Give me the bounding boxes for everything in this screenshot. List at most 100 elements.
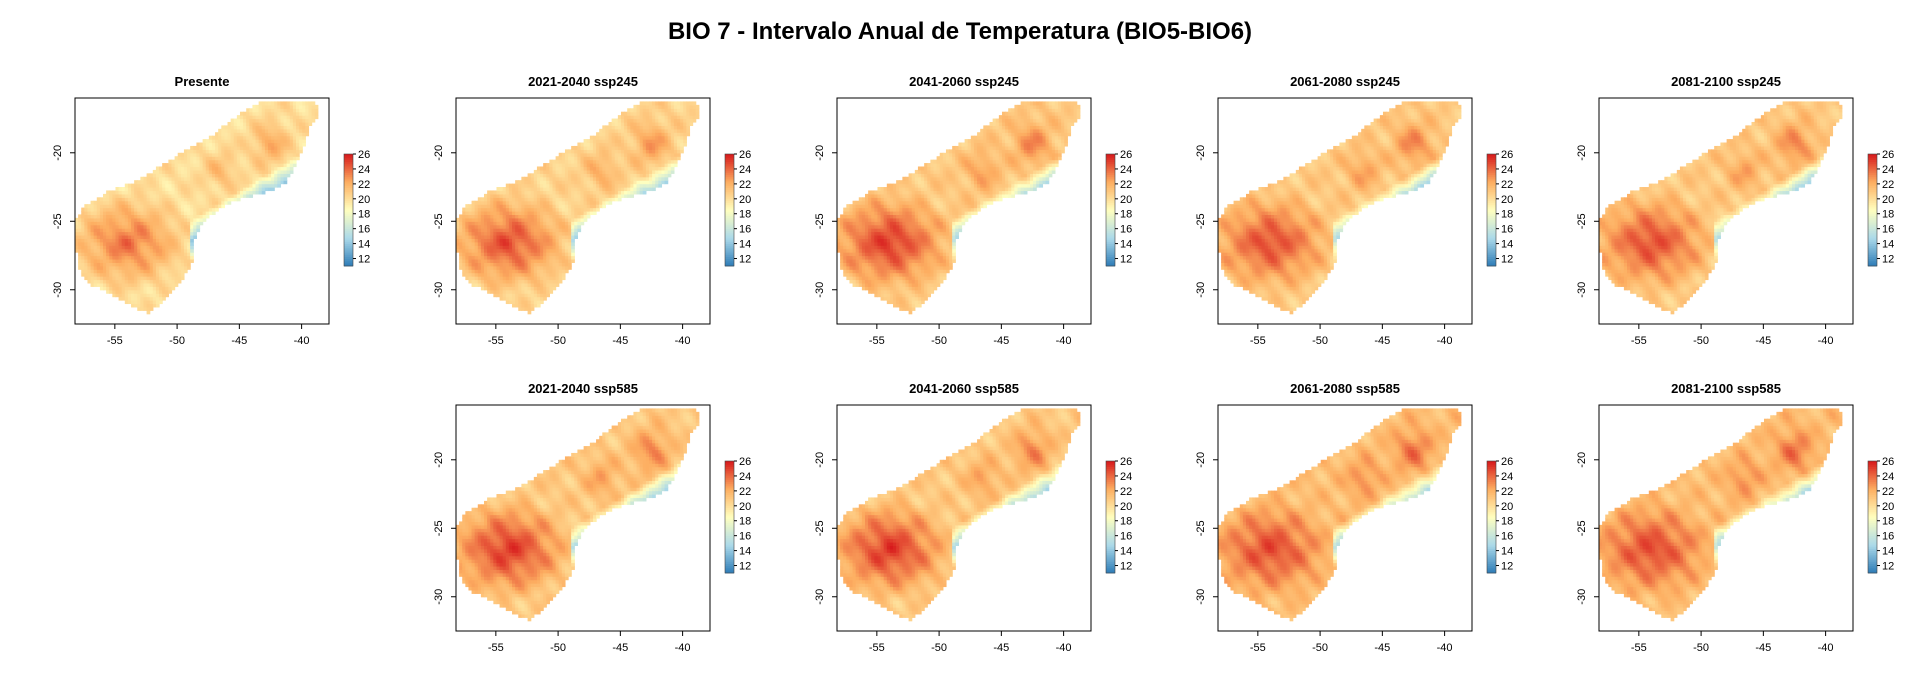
- raster-cell: [99, 214, 104, 219]
- raster-cell: [127, 224, 132, 229]
- raster-cell: [96, 279, 101, 284]
- raster-cell: [96, 245, 101, 250]
- raster-cell: [134, 193, 138, 198]
- raster-cell: [118, 282, 123, 287]
- raster-cell: [99, 255, 104, 260]
- raster-cell: [134, 224, 138, 229]
- raster-cell: [131, 296, 135, 301]
- raster-cell: [127, 204, 132, 209]
- raster-cell: [131, 193, 135, 198]
- raster-cell: [109, 204, 113, 209]
- raster-cell: [115, 234, 120, 239]
- raster-cell: [124, 286, 129, 291]
- raster-cell: [124, 224, 129, 229]
- raster-cell: [93, 231, 98, 236]
- raster-cell: [127, 207, 132, 212]
- raster-cell: [106, 197, 110, 202]
- raster-cell: [131, 255, 135, 260]
- raster-cell: [124, 293, 129, 298]
- raster-cell: [115, 221, 120, 226]
- raster-cell: [93, 245, 98, 250]
- raster-cell: [131, 245, 135, 250]
- raster-cell: [93, 211, 98, 216]
- raster-cell: [78, 255, 82, 260]
- raster-cell: [115, 211, 120, 216]
- raster-cell: [134, 217, 138, 222]
- raster-cell: [103, 204, 107, 209]
- raster-cell: [115, 289, 120, 294]
- raster-cell: [99, 231, 104, 236]
- raster-cell: [103, 252, 107, 257]
- raster-cell: [124, 183, 129, 188]
- raster-cell: [121, 248, 126, 253]
- raster-cell: [106, 262, 110, 267]
- raster-cell: [90, 204, 95, 209]
- raster-cell: [93, 204, 98, 209]
- raster-cell: [118, 255, 123, 260]
- raster-cell: [131, 258, 135, 263]
- raster-cell: [124, 238, 129, 243]
- raster-cell: [103, 255, 107, 260]
- raster-cell: [137, 300, 141, 305]
- raster-cell: [93, 248, 98, 253]
- raster-cell: [106, 217, 110, 222]
- raster-cell: [127, 221, 132, 226]
- raster-cell: [112, 272, 117, 277]
- raster-cell: [115, 269, 120, 274]
- raster-cell: [118, 269, 123, 274]
- raster-cell: [103, 231, 107, 236]
- raster-cell: [96, 234, 101, 239]
- raster-cell: [81, 221, 85, 226]
- raster-cell: [81, 245, 85, 250]
- raster-cell: [131, 286, 135, 291]
- raster-cell: [118, 293, 123, 298]
- raster-cell: [84, 231, 89, 236]
- raster-cell: [127, 286, 132, 291]
- raster-cell: [84, 269, 89, 274]
- raster-cell: [112, 193, 117, 198]
- raster-cell: [112, 234, 117, 239]
- raster-cell: [121, 238, 126, 243]
- raster-cell: [93, 272, 98, 277]
- raster-cell: [124, 211, 129, 216]
- raster-cell: [90, 214, 95, 219]
- raster-cell: [96, 224, 101, 229]
- raster-cell: [99, 276, 104, 281]
- raster-cell: [103, 234, 107, 239]
- raster-cell: [131, 293, 135, 298]
- raster-cell: [90, 228, 95, 233]
- raster-cell: [118, 204, 123, 209]
- raster-cell: [115, 193, 120, 198]
- raster-cell: [90, 231, 95, 236]
- raster-cell: [137, 248, 141, 253]
- raster-cell: [134, 221, 138, 226]
- raster-cell: [109, 190, 113, 195]
- raster-cell: [112, 289, 117, 294]
- raster-cell: [131, 234, 135, 239]
- raster-cell: [81, 228, 85, 233]
- raster-cell: [109, 234, 113, 239]
- raster-cell: [134, 183, 138, 188]
- raster-cell: [87, 228, 92, 233]
- raster-cell: [115, 255, 120, 260]
- raster-cell: [87, 276, 92, 281]
- raster-cell: [93, 276, 98, 281]
- raster-cell: [78, 252, 82, 257]
- raster-cell: [115, 241, 120, 246]
- raster-cell: [121, 224, 126, 229]
- raster-cell: [87, 217, 92, 222]
- raster-cell: [90, 200, 95, 205]
- raster-cell: [96, 211, 101, 216]
- raster-cell: [121, 231, 126, 236]
- raster-cell: [127, 252, 132, 257]
- raster-cell: [78, 234, 82, 239]
- raster-cell: [103, 217, 107, 222]
- raster-cell: [84, 248, 89, 253]
- raster-cell: [84, 241, 89, 246]
- raster-cell: [103, 193, 107, 198]
- raster-cell: [93, 241, 98, 246]
- raster-cell: [118, 200, 123, 205]
- raster-cell: [118, 276, 123, 281]
- raster-cell: [96, 265, 101, 270]
- raster-cell: [103, 238, 107, 243]
